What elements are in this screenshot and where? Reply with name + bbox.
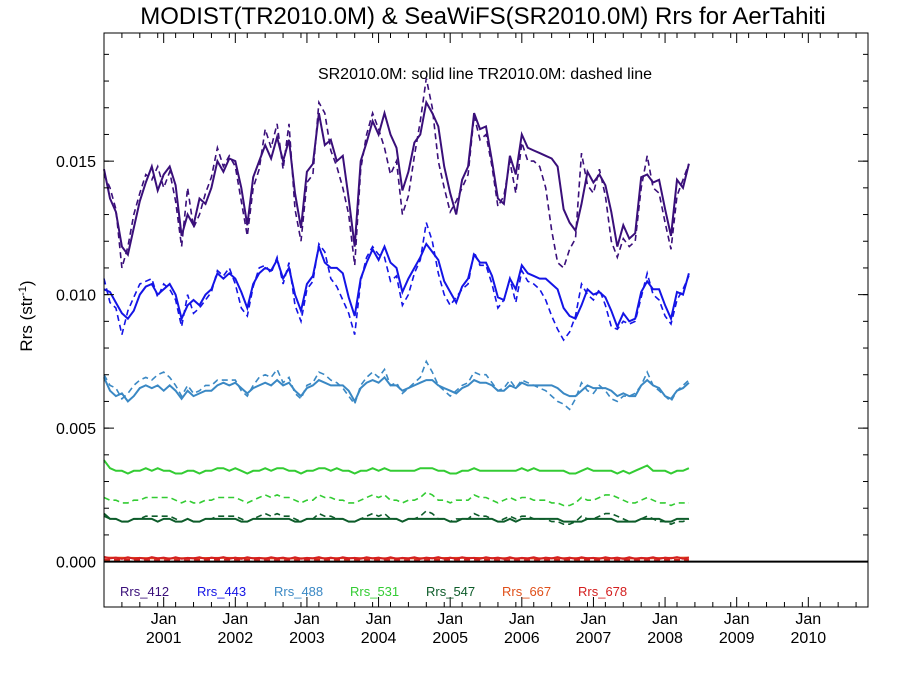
legend-item-rrs-488: Rrs_488 bbox=[274, 584, 323, 599]
x-tick-label-year: 2006 bbox=[504, 630, 540, 647]
axis-layer: 0.000 0.005 0.010 0.015 Jan 2001 Jan 2002 Jan 200… bbox=[56, 32, 869, 647]
x-tick-label-month: Jan bbox=[652, 611, 678, 628]
series-rrs-488-solid bbox=[103, 375, 690, 404]
legend-item-rrs-667: Rrs_667 bbox=[502, 584, 551, 599]
x-tick-label-month: Jan bbox=[151, 611, 177, 628]
legend-item-rrs-531: Rrs_531 bbox=[350, 584, 399, 599]
legend-item-rrs-443: Rrs_443 bbox=[197, 584, 246, 599]
y-tick-label: 0.015 bbox=[56, 154, 96, 171]
y-axis-label: Rrs (str-1) bbox=[17, 280, 36, 351]
x-tick-label-year: 2010 bbox=[791, 630, 827, 647]
y-tick-label: 0.010 bbox=[56, 288, 96, 305]
series-rrs-531-dashed bbox=[103, 491, 689, 507]
x-tick-label-year: 2004 bbox=[361, 630, 397, 647]
x-tick-label-year: 2003 bbox=[289, 630, 325, 647]
legend: Rrs_412 Rrs_443 Rrs_488 Rrs_531 Rrs_547 Rrs_6… bbox=[120, 584, 627, 599]
x-tick-label-month: Jan bbox=[724, 611, 750, 628]
series-layer bbox=[103, 78, 690, 562]
series-rrs-443-dashed bbox=[103, 222, 690, 342]
series-rrs-443-solid bbox=[103, 241, 690, 330]
series-rrs-547-dashed bbox=[103, 509, 690, 526]
x-tick-label-year: 2002 bbox=[218, 630, 254, 647]
legend-item-rrs-678: Rrs_678 bbox=[578, 584, 627, 599]
series-rrs-547-solid bbox=[103, 512, 689, 523]
x-tick-label-month: Jan bbox=[437, 611, 463, 628]
x-tick-label-year: 2005 bbox=[432, 630, 468, 647]
x-tick-label-year: 2008 bbox=[647, 630, 683, 647]
x-tick-label-month: Jan bbox=[294, 611, 320, 628]
chart-title: MODIST(TR2010.0M) & SeaWiFS(SR2010.0M) R… bbox=[140, 3, 826, 30]
plot-frame bbox=[103, 32, 869, 608]
y-tick-label: 0.000 bbox=[56, 555, 96, 572]
x-tick-label-month: Jan bbox=[222, 611, 248, 628]
series-rrs-531-solid bbox=[103, 459, 690, 475]
series-rrs-678-solid bbox=[103, 555, 690, 560]
chart-subtitle: SR2010.0M: solid line TR2010.0M: dashed … bbox=[318, 66, 652, 83]
x-tick-label-month: Jan bbox=[581, 611, 607, 628]
y-tick-label: 0.005 bbox=[56, 421, 96, 438]
x-tick-label-month: Jan bbox=[509, 611, 535, 628]
legend-item-rrs-412: Rrs_412 bbox=[120, 584, 169, 599]
legend-item-rrs-547: Rrs_547 bbox=[426, 584, 475, 599]
x-tick-label-year: 2007 bbox=[576, 630, 612, 647]
x-tick-label-year: 2009 bbox=[719, 630, 755, 647]
series-rrs-412-solid bbox=[103, 99, 690, 257]
series-rrs-412-dashed bbox=[103, 78, 690, 270]
x-tick-label-month: Jan bbox=[366, 611, 392, 628]
x-tick-label-year: 2001 bbox=[146, 630, 182, 647]
x-tick-label-month: Jan bbox=[795, 611, 821, 628]
